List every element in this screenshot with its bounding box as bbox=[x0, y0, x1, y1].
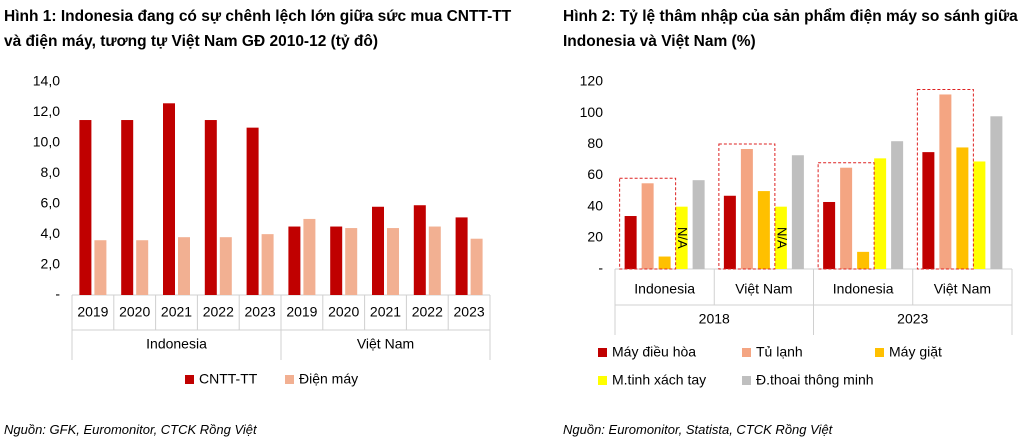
group-label: Việt Nam bbox=[357, 336, 414, 352]
x-tick-label: 2022 bbox=[412, 304, 443, 320]
bar bbox=[740, 149, 753, 269]
y-tick-label: 6,0 bbox=[41, 194, 61, 210]
y-tick-label: 10,0 bbox=[33, 134, 60, 150]
x-tick-label: 2021 bbox=[161, 304, 192, 320]
bar bbox=[939, 94, 952, 269]
y-tick-label: 8,0 bbox=[41, 164, 61, 180]
bar bbox=[330, 226, 343, 295]
x-tick-label: 2019 bbox=[286, 304, 317, 320]
group-label: 2023 bbox=[897, 311, 928, 327]
bar bbox=[470, 238, 483, 295]
x-tick-label: 2023 bbox=[245, 304, 276, 320]
y-tick-label: - bbox=[598, 260, 603, 276]
y-tick-label: 2,0 bbox=[41, 255, 61, 271]
bar bbox=[136, 240, 149, 295]
legend-swatch bbox=[598, 348, 607, 357]
y-tick-label: - bbox=[55, 286, 60, 302]
legend-label: Đ.thoai thông minh bbox=[756, 372, 874, 388]
bar bbox=[79, 120, 92, 296]
bar bbox=[204, 120, 217, 296]
bar bbox=[288, 226, 301, 295]
bar bbox=[641, 183, 654, 269]
legend-swatch bbox=[742, 348, 751, 357]
bar bbox=[956, 147, 969, 269]
bar bbox=[973, 161, 986, 269]
source: Nguồn: Euromonitor, Statista, CTCK Rồng … bbox=[563, 422, 833, 437]
bar bbox=[345, 228, 358, 295]
bar bbox=[94, 240, 107, 295]
legend-label: Điện máy bbox=[299, 371, 358, 387]
bar bbox=[372, 206, 384, 295]
x-tick-label: 2019 bbox=[77, 304, 108, 320]
x-tick-label: 2020 bbox=[119, 304, 150, 320]
bar bbox=[428, 226, 441, 295]
y-tick-label: 40 bbox=[587, 197, 603, 213]
y-tick-label: 80 bbox=[587, 135, 603, 151]
legend-label: CNTT-TT bbox=[199, 371, 258, 387]
bar bbox=[675, 206, 688, 269]
x-tick-label: 2023 bbox=[454, 304, 485, 320]
bar bbox=[387, 228, 399, 295]
bar bbox=[757, 191, 770, 269]
bar bbox=[692, 180, 705, 269]
x-tick-label: Việt Nam bbox=[735, 281, 792, 297]
y-tick-label: 100 bbox=[580, 104, 604, 120]
annotation: N/A bbox=[675, 227, 690, 249]
source: Nguồn: GFK, Euromonitor, CTCK Rồng Việt bbox=[4, 422, 257, 437]
bar bbox=[791, 155, 804, 269]
bar bbox=[121, 120, 134, 296]
bar bbox=[163, 103, 175, 295]
bar bbox=[624, 216, 637, 269]
annotation: N/A bbox=[774, 227, 789, 249]
y-tick-label: 14,0 bbox=[33, 73, 60, 89]
bar bbox=[261, 234, 274, 295]
highlight-box bbox=[619, 177, 677, 270]
bar bbox=[840, 167, 853, 269]
legend-label: Tủ lạnh bbox=[756, 344, 803, 360]
highlight-box bbox=[817, 162, 875, 270]
chart-title: Hình 2: Tỷ lệ thâm nhập của sản phẩm điệ… bbox=[563, 8, 1018, 50]
highlight-box bbox=[916, 88, 974, 270]
legend-swatch bbox=[875, 348, 884, 357]
bar bbox=[774, 206, 787, 269]
bar bbox=[857, 251, 870, 269]
legend-swatch bbox=[185, 375, 194, 384]
bar bbox=[922, 152, 935, 269]
x-tick-label: 2022 bbox=[203, 304, 234, 320]
bar bbox=[246, 127, 259, 296]
y-tick-label: 60 bbox=[587, 166, 603, 182]
y-tick-label: 12,0 bbox=[33, 103, 60, 119]
bar bbox=[413, 205, 426, 295]
x-tick-label: 2021 bbox=[370, 304, 401, 320]
y-tick-label: 4,0 bbox=[41, 225, 61, 241]
x-tick-label: 2020 bbox=[328, 304, 359, 320]
x-tick-label: Việt Nam bbox=[934, 281, 991, 297]
legend-label: M.tinh xách tay bbox=[612, 372, 706, 388]
legend-label: Máy điều hòa bbox=[612, 344, 696, 360]
bar bbox=[658, 256, 671, 269]
legend-swatch bbox=[598, 376, 607, 385]
group-label: 2018 bbox=[699, 311, 730, 327]
x-tick-label: Indonesia bbox=[634, 281, 695, 297]
bar bbox=[455, 217, 468, 295]
bar bbox=[723, 195, 736, 269]
legend-swatch bbox=[285, 375, 294, 384]
bar bbox=[303, 218, 316, 295]
bar bbox=[823, 201, 836, 269]
highlight-box bbox=[718, 143, 776, 270]
bar bbox=[891, 141, 904, 269]
legend-label: Máy giặt bbox=[889, 344, 942, 360]
bar bbox=[874, 158, 887, 269]
group-label: Indonesia bbox=[146, 336, 207, 352]
y-tick-label: 20 bbox=[587, 229, 603, 245]
chart-title: Hình 1: Indonesia đang có sự chênh lệch … bbox=[4, 8, 512, 50]
legend-swatch bbox=[742, 376, 751, 385]
bar bbox=[990, 116, 1003, 270]
bar bbox=[178, 237, 190, 295]
bar bbox=[219, 237, 232, 295]
y-tick-label: 120 bbox=[580, 73, 604, 89]
x-tick-label: Indonesia bbox=[833, 281, 894, 297]
